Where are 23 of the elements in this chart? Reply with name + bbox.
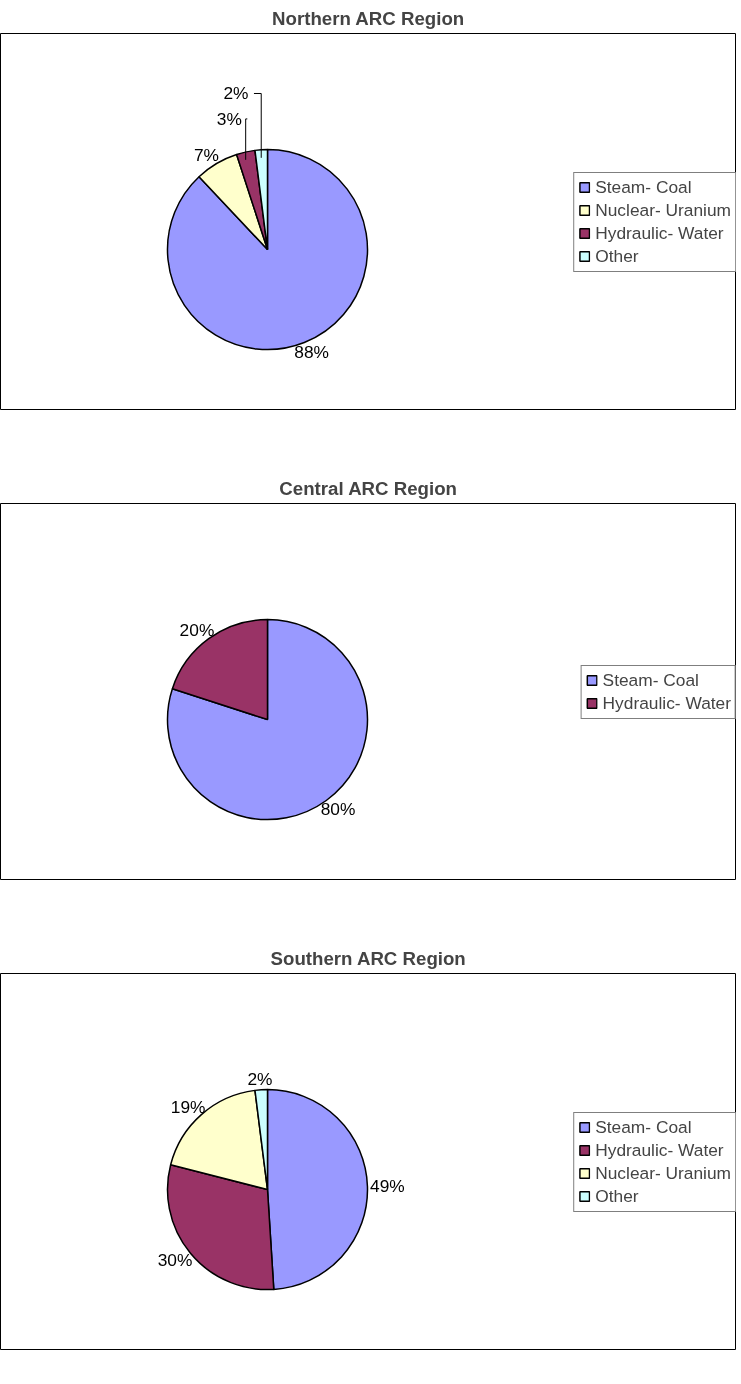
data-label: 30% bbox=[157, 1249, 193, 1270]
legend-label: Hydraulic- Water bbox=[595, 222, 724, 244]
chart-title: Central ARC Region bbox=[279, 477, 457, 499]
legend-label: Nuclear- Uranium bbox=[595, 1162, 731, 1184]
data-label: 3% bbox=[216, 108, 242, 129]
data-label: 49% bbox=[370, 1176, 405, 1197]
data-label: 80% bbox=[320, 798, 356, 819]
legend-label: Hydraulic- Water bbox=[595, 1139, 724, 1161]
chart-title: Southern ARC Region bbox=[270, 947, 466, 969]
data-label: 2% bbox=[247, 1069, 273, 1090]
legend-label: Steam- Coal bbox=[595, 176, 692, 198]
data-label: 2% bbox=[223, 83, 249, 104]
legend-label: Other bbox=[595, 1185, 639, 1207]
legend-label: Hydraulic- Water bbox=[602, 692, 731, 714]
data-label: 20% bbox=[179, 620, 215, 641]
legend-label: Steam- Coal bbox=[595, 1116, 692, 1138]
data-label: 7% bbox=[193, 144, 219, 165]
chart-title: Northern ARC Region bbox=[272, 7, 465, 29]
legend-label: Steam- Coal bbox=[602, 669, 699, 691]
data-label: 88% bbox=[294, 342, 330, 363]
legend-label: Nuclear- Uranium bbox=[595, 199, 731, 221]
data-label: 19% bbox=[170, 1096, 206, 1117]
legend-label: Other bbox=[595, 245, 639, 267]
